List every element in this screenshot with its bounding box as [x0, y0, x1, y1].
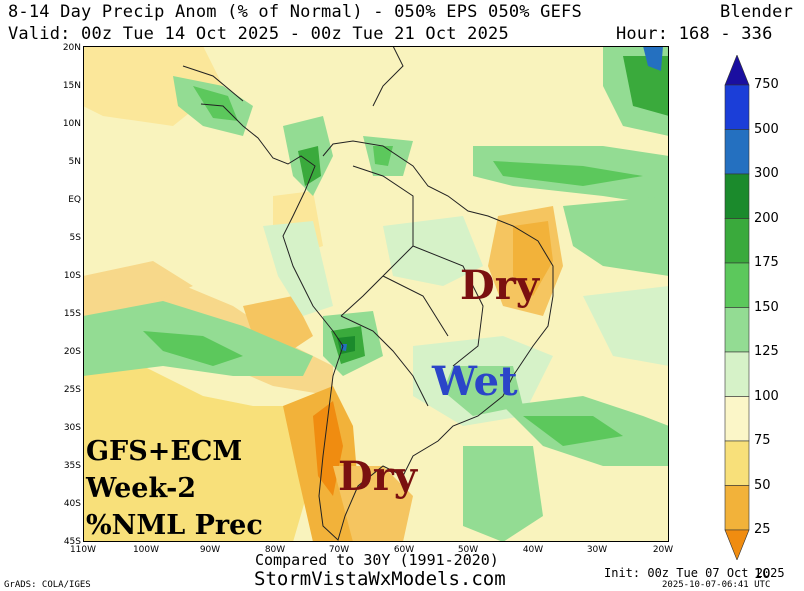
colorbar-segment	[724, 307, 750, 353]
colorbar-level-label: 100	[754, 388, 779, 404]
precip-anomaly-map	[83, 46, 669, 542]
colorbar-level-label: 125	[754, 344, 779, 359]
product-label: %NML Prec	[86, 510, 263, 541]
colorbar-level-label: 300	[754, 166, 779, 181]
colorbar-segment	[724, 485, 750, 531]
lat-label: EQ	[68, 195, 81, 205]
forecast-hours: Hour: 168 - 336	[616, 24, 773, 44]
dry-north-label: Dry	[460, 262, 540, 309]
init-time: Init: 00z Tue 07 Oct 2025	[604, 566, 785, 580]
lat-label: 30S	[63, 423, 81, 433]
colorbar-cap-bottom	[724, 529, 750, 560]
generated-timestamp: 2025-10-07-06:41 UTC	[662, 580, 771, 590]
grads-credit: GrADS: COLA/IGES	[4, 580, 91, 590]
lat-label: 20N	[62, 43, 81, 53]
colorbar-level-label: 50	[754, 477, 771, 493]
colorbar-level-label: 500	[754, 121, 779, 137]
site-credit: StormVistaWxModels.com	[254, 568, 506, 590]
colorbar-segment	[724, 440, 750, 486]
lat-label: 10N	[62, 119, 81, 129]
colorbar-level-label: 175	[754, 255, 779, 270]
colorbar-segment	[724, 173, 750, 219]
colorbar	[724, 55, 750, 560]
lat-label: 10S	[63, 271, 81, 281]
lon-label: 90W	[199, 545, 221, 555]
dry-south-label: Dry	[338, 453, 418, 500]
lat-label: 40S	[63, 499, 81, 509]
colorbar-cap-top	[724, 55, 750, 86]
lon-label: 50W	[457, 545, 479, 555]
lon-label: 40W	[522, 545, 544, 555]
lon-label: 110W	[69, 545, 97, 555]
week-label: Week-2	[86, 473, 197, 504]
colorbar-level-label: 25	[754, 522, 771, 537]
colorbar-level-label: 200	[754, 210, 779, 226]
lon-label: 70W	[328, 545, 350, 555]
lat-label: 15S	[63, 309, 81, 319]
colorbar-level-label: 750	[754, 77, 779, 92]
lat-label: 5N	[68, 157, 81, 167]
map-title: 8-14 Day Precip Anom (% of Normal) - 050…	[8, 2, 582, 22]
colorbar-segment	[724, 84, 750, 130]
lat-label: 5S	[69, 233, 81, 243]
valid-period: Valid: 00z Tue 14 Oct 2025 - 00z Tue 21 …	[8, 24, 509, 44]
lon-label: 80W	[264, 545, 286, 555]
colorbar-level-label: 75	[754, 433, 771, 448]
colorbar-level-label: 10	[754, 566, 771, 582]
climatology-note: Compared to 30Y (1991-2020)	[255, 551, 499, 569]
lon-label: 60W	[393, 545, 415, 555]
colorbar-segment	[724, 396, 750, 442]
lat-label: 25S	[63, 385, 81, 395]
lat-label: 35S	[63, 461, 81, 471]
lon-label: 30W	[586, 545, 608, 555]
lat-label: 20S	[63, 347, 81, 357]
blender-label: Blender	[720, 2, 794, 22]
lon-label: 20W	[652, 545, 674, 555]
lon-label: 100W	[132, 545, 160, 555]
colorbar-segment	[724, 218, 750, 264]
wet-label: Wet	[432, 358, 518, 405]
colorbar-segment	[724, 351, 750, 397]
lat-label: 45S	[63, 537, 81, 547]
colorbar-level-label: 150	[754, 299, 779, 315]
colorbar-segment	[724, 129, 750, 175]
model-label: GFS+ECM	[86, 436, 243, 467]
colorbar-segment	[724, 262, 750, 308]
lat-label: 15N	[62, 81, 81, 91]
